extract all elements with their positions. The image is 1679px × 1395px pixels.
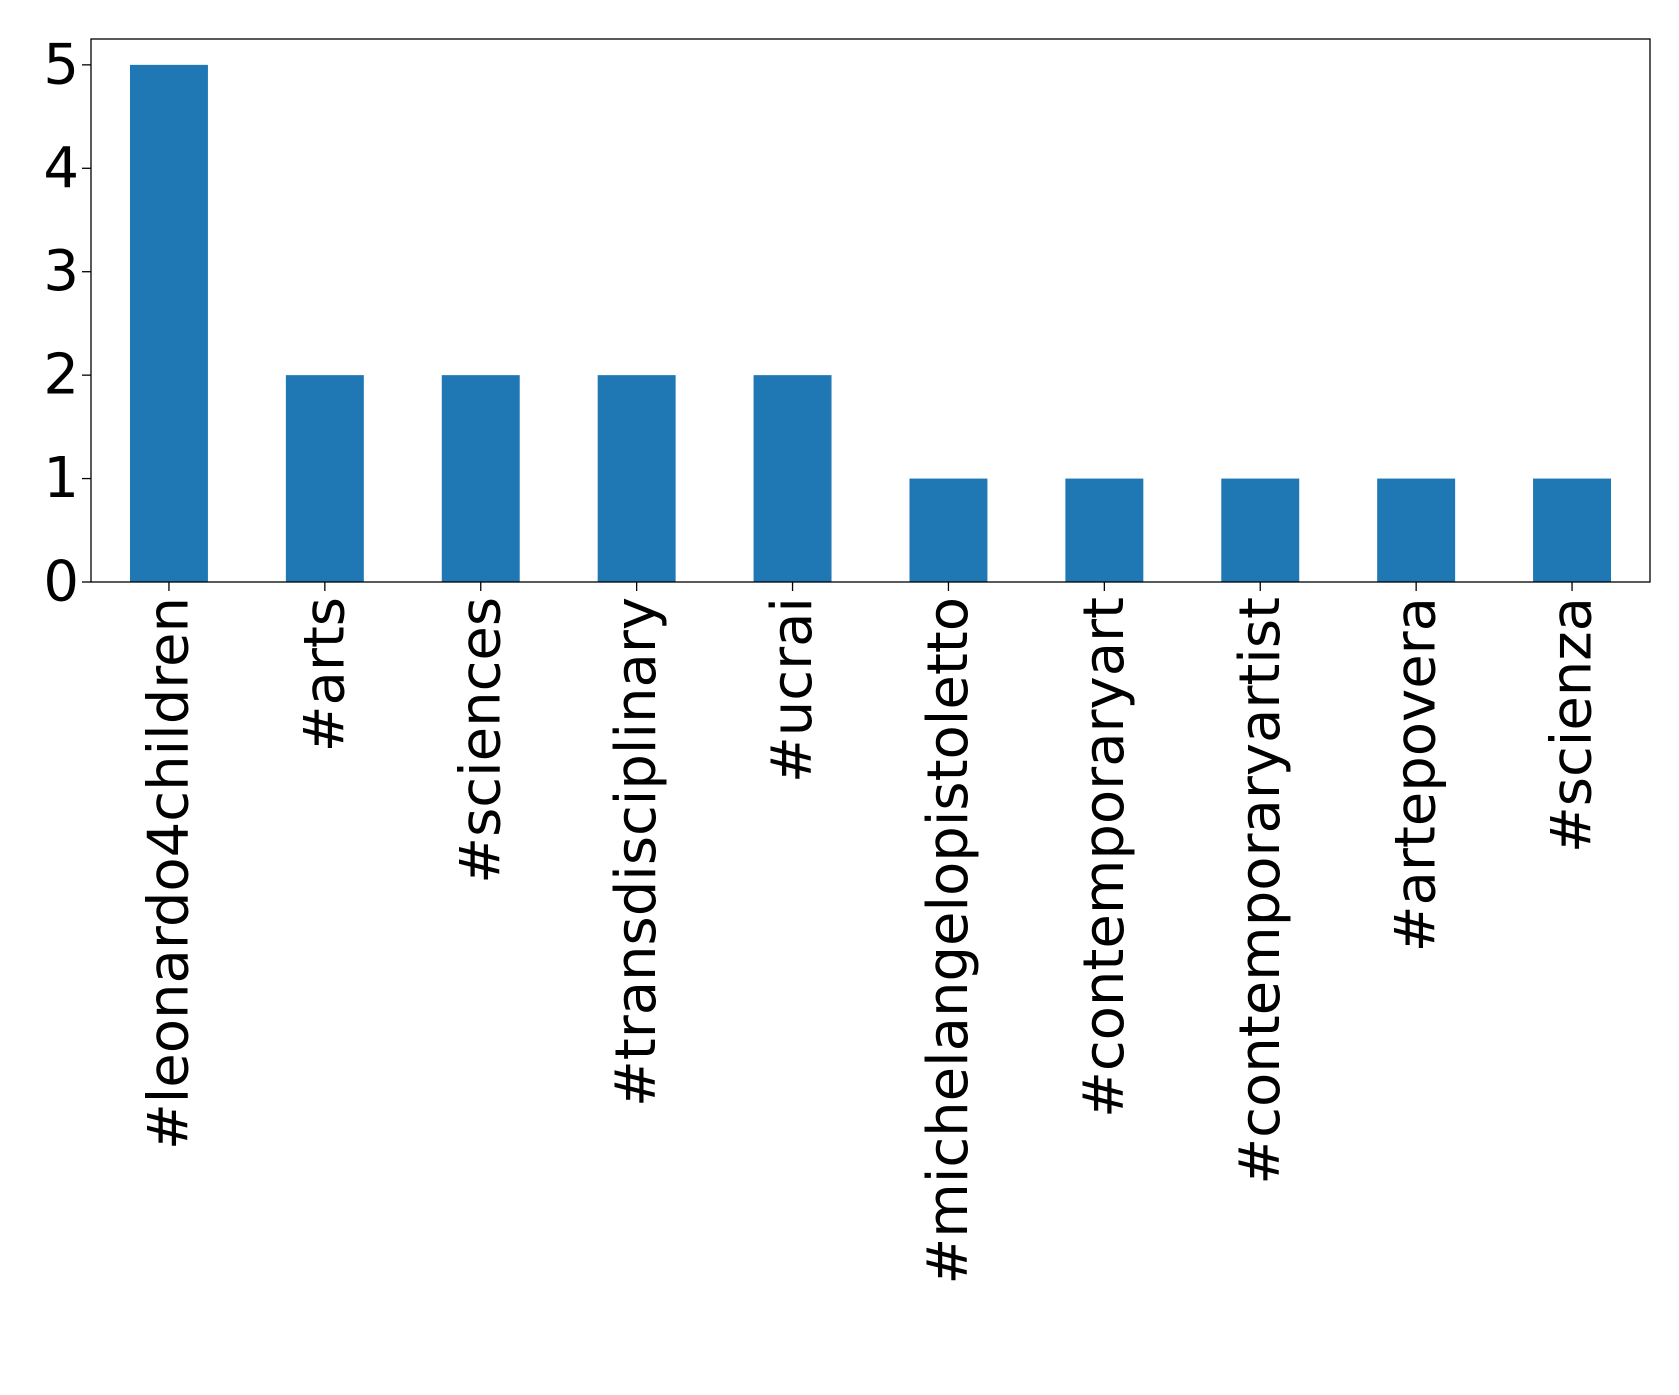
x-tick-label: #scienza <box>1540 597 1605 853</box>
bar-michelangelopistoletto <box>909 478 988 582</box>
bar-sciences <box>441 375 520 582</box>
x-tick-label: #leonardo4children <box>136 597 201 1150</box>
x-axis: #leonardo4children #arts #sciences #transdi… <box>136 582 1605 1285</box>
y-tick-label: 4 <box>43 136 79 201</box>
x-tick-label: #arts <box>292 597 357 752</box>
x-tick-label: #michelangelopistoletto <box>916 597 981 1285</box>
y-tick-label: 2 <box>43 343 79 408</box>
x-tick-label: #transdisciplinary <box>604 597 669 1107</box>
bar-arts <box>285 375 364 582</box>
bar-contemporaryartist <box>1221 478 1300 582</box>
y-axis: 0 1 2 3 4 5 <box>43 32 91 615</box>
bar-transdisciplinary <box>597 375 676 582</box>
plot-frame <box>90 38 1651 583</box>
bar-contemporaryart <box>1065 478 1144 582</box>
y-tick-label: 0 <box>43 550 79 615</box>
bar-artepovera <box>1377 478 1456 582</box>
x-tick-label: #artepovera <box>1384 597 1449 952</box>
y-tick-label: 1 <box>43 446 79 511</box>
x-tick-label: #contemporaryart <box>1072 597 1137 1118</box>
bar-scienza <box>1533 478 1612 582</box>
x-tick-label: #ucrai <box>760 597 825 783</box>
bars-group <box>129 64 1612 583</box>
bar-ucrai <box>753 375 832 582</box>
y-tick-label: 3 <box>43 239 79 304</box>
x-tick-label: #contemporaryartist <box>1228 597 1293 1185</box>
x-tick-label: #sciences <box>448 597 513 884</box>
bar-leonardo4children <box>129 64 208 583</box>
y-tick-label: 5 <box>43 32 79 97</box>
